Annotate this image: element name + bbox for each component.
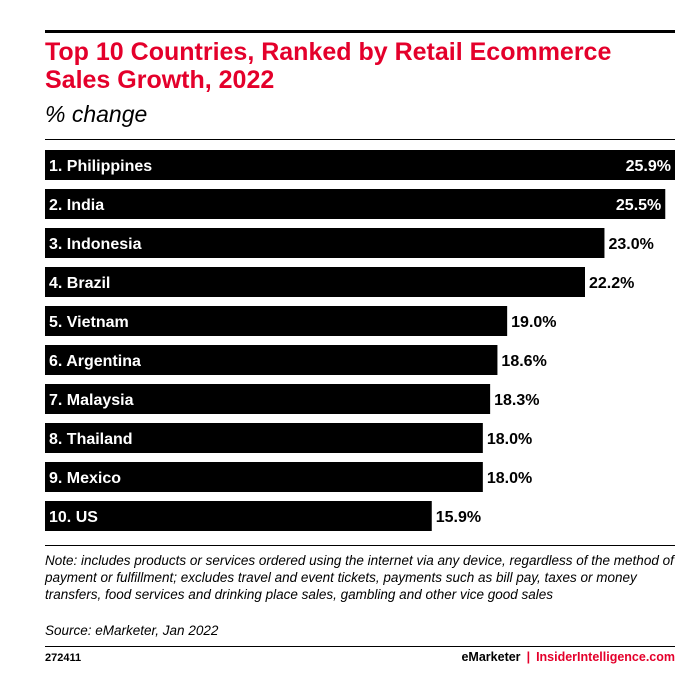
value-label: 18.3% [494,392,539,409]
chart-id: 272411 [45,652,82,664]
bar [45,267,585,297]
brand-emarketer: eMarketer [461,650,521,664]
brand-separator: | [526,650,531,664]
chart-subtitle: % change [45,101,148,127]
bar [45,306,508,336]
bar [45,345,498,375]
bar [45,501,432,531]
chart-source: Source: eMarketer, Jan 2022 [45,623,219,638]
brand-insider-intelligence: InsiderIntelligence.com [536,650,675,664]
category-label: 9. Mexico [49,470,121,487]
category-label: 2. India [49,197,104,214]
chart-bottom-rule [45,545,675,546]
bar [45,384,491,414]
bar [45,462,483,492]
category-label: 6. Argentina [49,353,141,370]
category-label: 4. Brazil [49,275,110,292]
value-label: 18.6% [501,353,546,370]
chart-note: Note: includes products or services orde… [45,553,674,602]
category-label: 1. Philippines [49,158,152,175]
value-label: 23.0% [608,236,653,253]
category-label: 7. Malaysia [49,392,134,409]
top-rule [45,30,675,33]
footer-rule [45,646,675,647]
value-label: 19.0% [511,314,556,331]
value-label: 25.9% [626,158,671,175]
bar [45,150,675,180]
chart-title: Top 10 Countries, Ranked by Retail Ecomm… [45,38,612,94]
category-label: 5. Vietnam [49,314,129,331]
bar [45,228,605,258]
category-label: 10. US [49,509,98,526]
subtitle-rule [45,139,675,140]
category-label: 8. Thailand [49,431,133,448]
value-label: 22.2% [589,275,634,292]
bar [45,189,666,219]
value-label: 18.0% [487,470,532,487]
value-label: 15.9% [436,509,481,526]
brand-footer: eMarketer | InsiderIntelligence.com [461,650,675,664]
bar [45,423,483,453]
value-label: 18.0% [487,431,532,448]
value-label: 25.5% [616,197,661,214]
category-label: 3. Indonesia [49,236,142,253]
